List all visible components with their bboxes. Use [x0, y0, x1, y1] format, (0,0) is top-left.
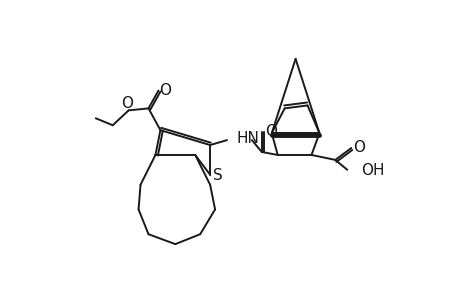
Text: O: O: [120, 96, 132, 111]
Text: O: O: [264, 124, 276, 139]
Text: O: O: [159, 83, 171, 98]
Text: O: O: [353, 140, 364, 154]
Text: S: S: [213, 168, 223, 183]
Text: HN: HN: [236, 130, 259, 146]
Text: OH: OH: [360, 163, 384, 178]
